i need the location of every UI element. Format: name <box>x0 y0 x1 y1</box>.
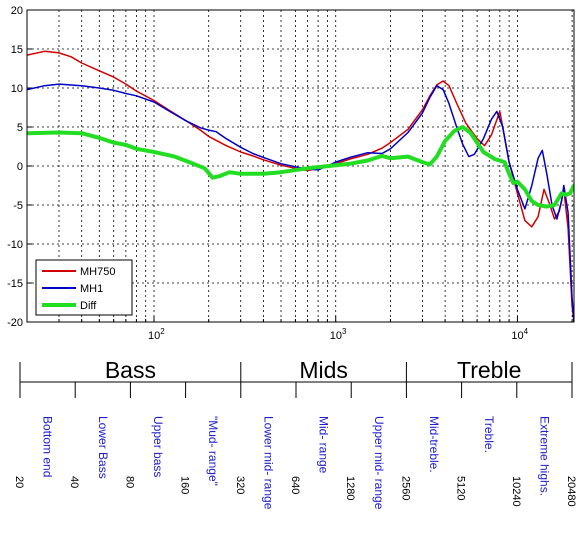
x-tick-label: 103 <box>330 327 347 342</box>
series-line-mh1 <box>27 83 574 322</box>
y-tick-label: 0 <box>17 161 23 173</box>
band-range-label: Mid- range <box>317 416 331 474</box>
y-tick-label: 15 <box>11 44 23 56</box>
band-range-label: Lower mid- range <box>261 416 275 510</box>
band-range-label: "Mud- range" <box>206 416 220 486</box>
series-lines <box>27 50 574 322</box>
band-range-label: Bottom end <box>41 416 55 477</box>
octave-label: 40 <box>68 476 80 488</box>
series-line-diff <box>27 125 574 209</box>
band-range-label: Extreme highs. <box>537 416 551 496</box>
octave-label: 20 <box>13 476 25 488</box>
legend: MH750 MH1 Diff <box>35 259 133 316</box>
octave-label: 640 <box>289 476 301 494</box>
y-tick-label: -10 <box>7 239 23 251</box>
y-tick-label: 10 <box>11 83 23 95</box>
band-range-label: Upper mid- range <box>372 416 386 510</box>
frequency-band-chart: Bass Mids Treble 20 40 80 160 320 640 1280 2560 512… <box>13 357 577 510</box>
octave-label: 160 <box>179 476 191 494</box>
band-group-label-treble: Treble <box>457 357 521 383</box>
y-tick-label: -5 <box>13 200 23 212</box>
x-tick-labels: 102 103 104 <box>148 327 529 342</box>
octave-label: 320 <box>234 476 246 494</box>
octave-label: 5120 <box>455 476 467 500</box>
x-tick-label: 104 <box>511 327 528 342</box>
octave-label: 1280 <box>344 476 356 500</box>
x-tick-label: 102 <box>148 327 165 342</box>
y-tick-label: -15 <box>7 278 23 290</box>
y-tick-label: 5 <box>17 122 23 134</box>
series-line-mh750 <box>27 50 574 322</box>
legend-label: Diff <box>80 300 97 312</box>
plot-frame <box>26 9 575 323</box>
octave-label: 20480 <box>565 476 577 507</box>
y-tick-labels: -20 -15 -10 -5 0 5 10 15 20 <box>7 5 32 329</box>
y-tick-label: 20 <box>11 5 23 17</box>
octave-label: 10240 <box>510 476 522 507</box>
legend-label: MH750 <box>80 266 115 278</box>
band-range-label: Treble. <box>482 416 496 453</box>
octave-label: 80 <box>123 476 135 488</box>
band-range-label: Lower Bass <box>96 416 110 479</box>
band-range-label: Upper bass <box>151 416 165 477</box>
band-range-label: Mid-treble. <box>427 416 441 473</box>
y-tick-label: -20 <box>7 317 23 329</box>
octave-label: 2560 <box>399 476 411 500</box>
band-group-label-mids: Mids <box>299 357 348 383</box>
band-group-label-bass: Bass <box>105 357 156 383</box>
legend-label: MH1 <box>80 283 103 295</box>
